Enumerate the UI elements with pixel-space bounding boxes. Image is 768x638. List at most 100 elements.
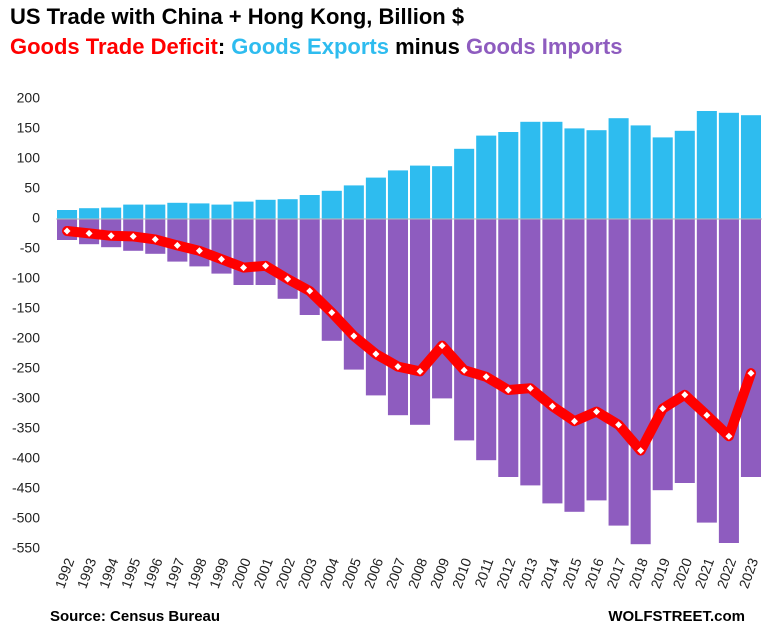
bar <box>365 177 386 219</box>
bar <box>343 185 364 219</box>
line-marker <box>725 432 733 440</box>
y-tick-label: 50 <box>24 180 40 196</box>
subtitle-part: minus <box>389 34 466 59</box>
bar <box>432 219 453 399</box>
bar <box>255 199 276 219</box>
y-tick-label: 100 <box>17 150 41 166</box>
bar <box>57 210 78 219</box>
y-tick-label: -50 <box>20 240 40 256</box>
bar <box>498 132 519 219</box>
x-tick-label: 2010 <box>449 556 475 591</box>
line-marker <box>151 235 159 243</box>
bar <box>542 121 563 219</box>
bar <box>410 165 431 219</box>
bar <box>718 112 739 219</box>
line-marker <box>526 384 534 392</box>
bar <box>476 219 497 461</box>
line <box>62 226 756 456</box>
bar <box>189 219 210 267</box>
bar <box>740 219 761 477</box>
line-marker <box>681 391 689 399</box>
line-marker <box>328 309 336 317</box>
bar <box>542 219 563 504</box>
line-marker <box>703 411 711 419</box>
bar <box>233 219 254 285</box>
y-tick-label: -250 <box>12 360 40 376</box>
line-marker <box>548 402 556 410</box>
y-tick-label: -100 <box>12 270 40 286</box>
bar <box>365 219 386 396</box>
line-marker <box>306 287 314 295</box>
bar <box>630 125 651 219</box>
line-marker <box>240 264 248 272</box>
line-marker <box>85 229 93 237</box>
bar <box>608 118 629 219</box>
line-marker <box>482 373 490 381</box>
y-tick-label: -500 <box>12 510 40 526</box>
line-marker <box>394 363 402 371</box>
y-tick-label: -550 <box>12 540 40 556</box>
subtitle-part: Goods Imports <box>466 34 622 59</box>
y-tick-label: 200 <box>17 90 41 106</box>
bar <box>498 219 519 477</box>
bar <box>674 219 695 483</box>
bar <box>630 219 651 545</box>
line-marker <box>460 366 468 374</box>
bar <box>123 204 144 219</box>
line-marker <box>747 369 755 377</box>
source: Source: Census Bureau <box>50 608 220 625</box>
bar <box>608 219 629 526</box>
bar <box>299 195 320 219</box>
y-tick-label: 150 <box>17 120 41 136</box>
bar <box>586 219 607 501</box>
bar <box>740 115 761 219</box>
bar <box>211 204 232 219</box>
bar <box>387 219 408 416</box>
bar <box>101 207 122 219</box>
bar <box>277 199 298 219</box>
line-marker <box>416 367 424 375</box>
y-tick-label: -450 <box>12 480 40 496</box>
line-marker <box>593 408 601 416</box>
y-tick-label: -200 <box>12 330 40 346</box>
bar <box>321 190 342 219</box>
line-marker <box>659 405 667 413</box>
subtitle-part: : <box>218 34 231 59</box>
bar <box>454 148 475 219</box>
bar <box>233 201 254 219</box>
bar <box>652 219 673 491</box>
y-tick-label: -350 <box>12 420 40 436</box>
line-marker <box>615 421 623 429</box>
line-marker <box>504 386 512 394</box>
line-marker <box>217 255 225 263</box>
subtitle-part: Goods Exports <box>231 34 389 59</box>
credit: WOLFSTREET.com <box>608 608 745 625</box>
bar <box>520 121 541 219</box>
bar <box>167 202 188 219</box>
subtitle-part: Goods Trade Deficit <box>10 34 218 59</box>
y-tick-label: -300 <box>12 390 40 406</box>
bar <box>79 208 100 219</box>
chart-subtitle: Goods Trade Deficit: Goods Exports minus… <box>10 34 622 59</box>
bar <box>432 166 453 219</box>
line-marker <box>637 447 645 455</box>
line-marker <box>107 232 115 240</box>
bar <box>410 219 431 425</box>
line-marker <box>350 332 358 340</box>
bar <box>454 219 475 441</box>
y-tick-label: 0 <box>32 210 40 226</box>
x-tick-label: 2023 <box>736 556 762 591</box>
bar <box>718 219 739 543</box>
line-marker <box>570 417 578 425</box>
line-marker <box>173 241 181 249</box>
line-marker <box>372 350 380 358</box>
bar <box>476 135 497 219</box>
chart-title: US Trade with China + Hong Kong, Billion… <box>10 4 464 29</box>
bar <box>652 137 673 219</box>
y-tick-label: -150 <box>12 300 40 316</box>
y-tick-label: -400 <box>12 450 40 466</box>
bar <box>564 219 585 512</box>
bar <box>189 203 210 219</box>
line-marker <box>63 227 71 235</box>
